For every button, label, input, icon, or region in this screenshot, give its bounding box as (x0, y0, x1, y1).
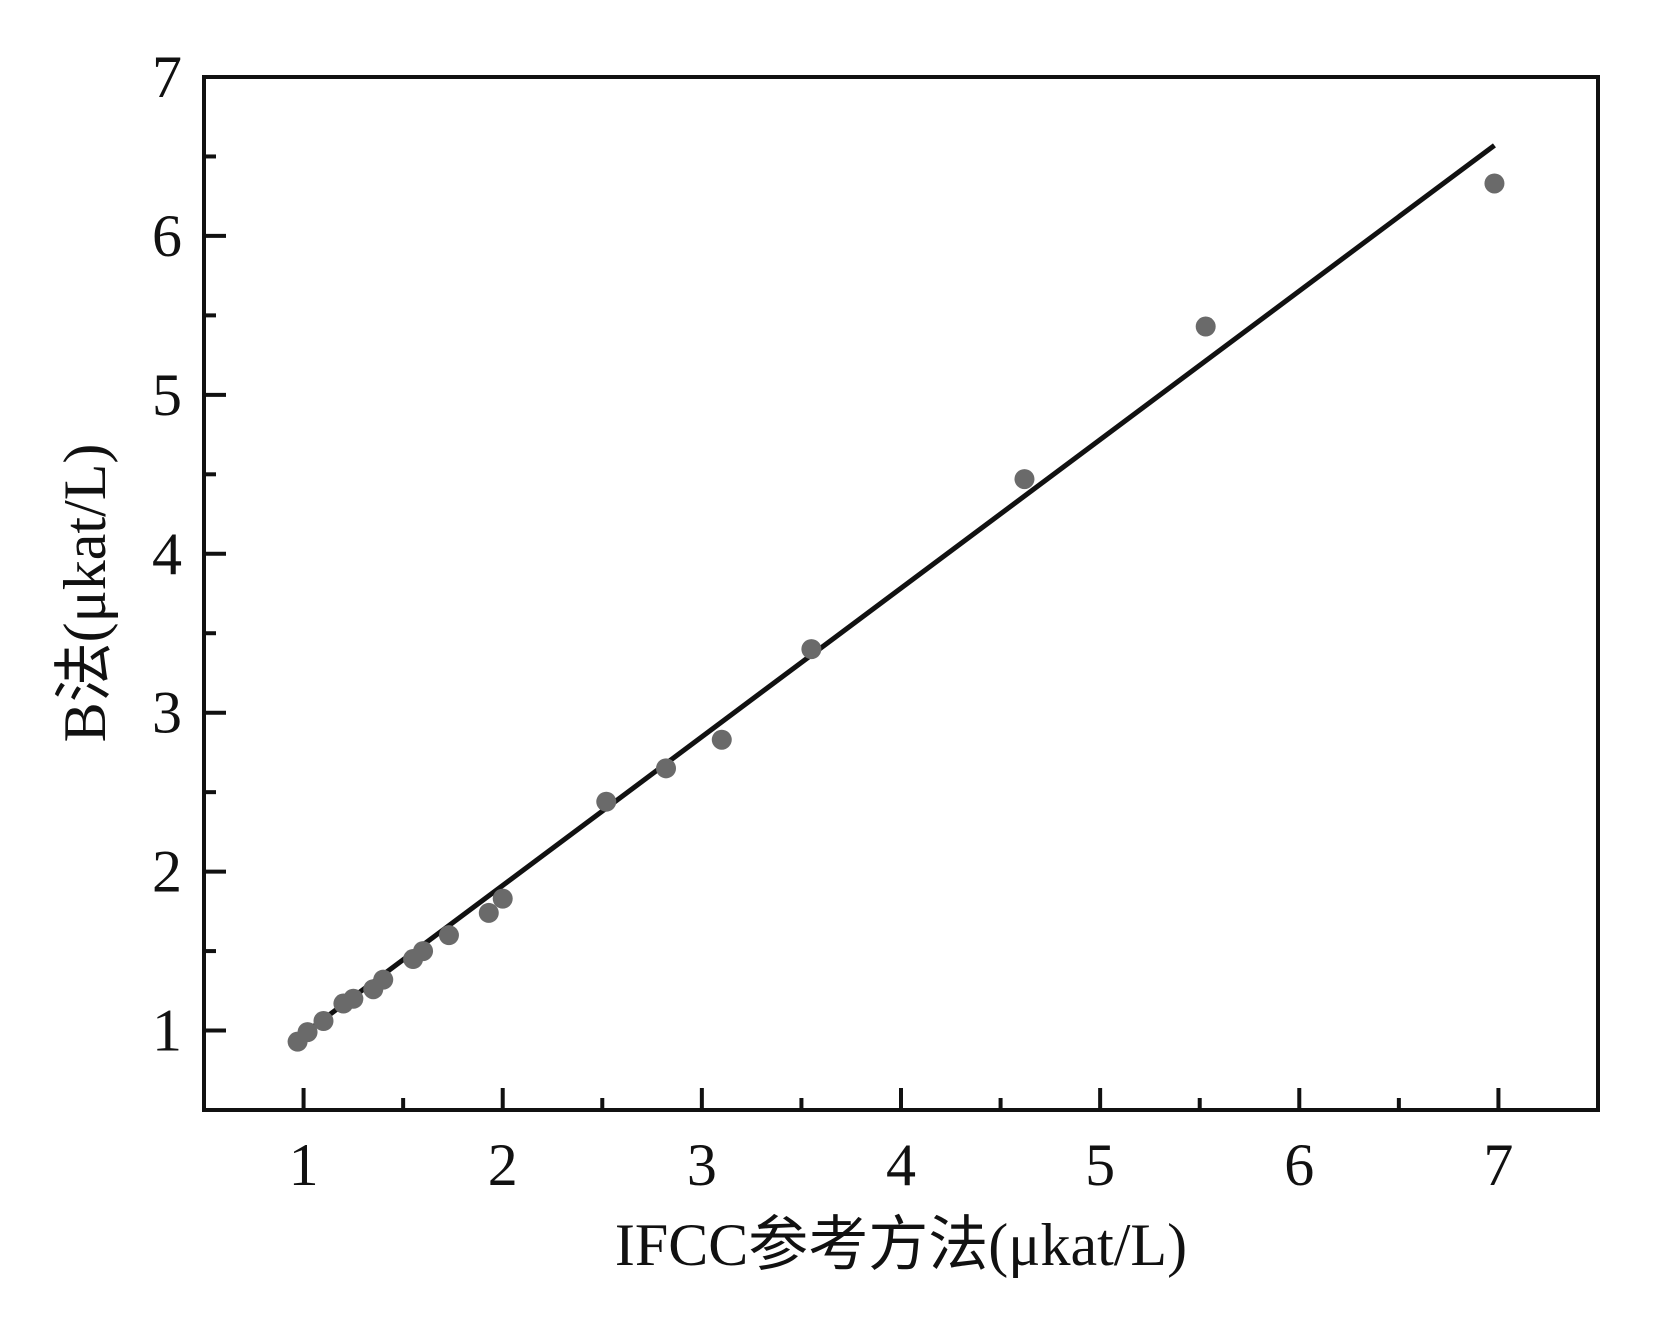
y-tick-label: 2 (152, 839, 182, 905)
x-tick-label: 1 (289, 1132, 319, 1198)
y-tick-label: 6 (152, 203, 182, 269)
data-point (1014, 469, 1035, 490)
data-point (297, 1022, 318, 1043)
y-tick-label: 3 (152, 680, 182, 746)
data-point (711, 729, 732, 750)
x-tick-label: 7 (1483, 1132, 1513, 1198)
data-point (373, 969, 394, 990)
data-point (596, 791, 617, 812)
x-tick-label: 2 (488, 1132, 518, 1198)
fit-line (296, 143, 1496, 1041)
data-point (343, 988, 364, 1009)
data-point (492, 888, 513, 909)
data-point (801, 639, 822, 660)
y-tick-label: 7 (152, 44, 182, 110)
y-axis-label: B法(μkat/L) (52, 444, 118, 743)
x-tick-label: 3 (687, 1132, 717, 1198)
y-tick-label: 1 (152, 998, 182, 1064)
x-axis-label: IFCC参考方法(μkat/L) (615, 1212, 1187, 1278)
data-point (1195, 316, 1216, 337)
data-point (656, 758, 677, 779)
data-point (1484, 173, 1505, 194)
data-point (438, 925, 459, 946)
x-tick-label: 6 (1284, 1132, 1314, 1198)
data-point (413, 941, 434, 962)
y-tick-label: 4 (152, 521, 182, 587)
data-point (478, 902, 499, 923)
x-tick-label: 5 (1085, 1132, 1115, 1198)
y-tick-label: 5 (152, 362, 182, 428)
x-tick-label: 4 (886, 1132, 916, 1198)
data-point (313, 1011, 334, 1032)
